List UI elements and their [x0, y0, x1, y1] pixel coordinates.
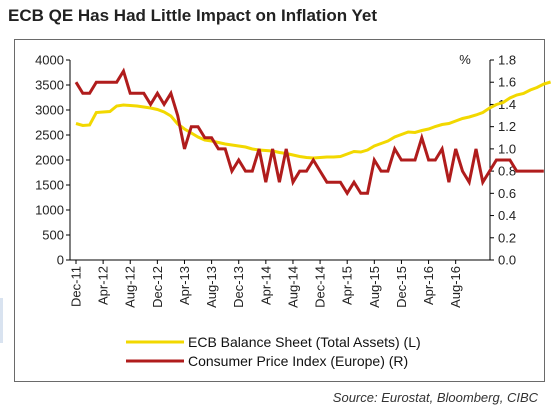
- left-tick-label: 0: [57, 253, 64, 268]
- x-tick-label: Aug-12: [123, 266, 138, 308]
- left-tick-label: 4000: [35, 53, 64, 68]
- x-tick-label: Dec-15: [394, 266, 409, 308]
- x-tick-label: Apr-12: [96, 266, 111, 305]
- left-tick-label: 3500: [35, 78, 64, 93]
- right-axis-unit: %: [459, 52, 471, 67]
- left-tick-label: 3000: [35, 103, 64, 118]
- legend-label-consumer-price-index: Consumer Price Index (Europe) (R): [188, 353, 408, 369]
- x-tick-label: Dec-12: [150, 266, 165, 308]
- x-tick-label: Apr-15: [340, 266, 355, 305]
- right-tick-label: 1.8: [498, 53, 516, 68]
- right-tick-label: 0.2: [498, 230, 516, 245]
- right-tick-label: 0.6: [498, 186, 516, 201]
- legend-label-ecb-balance-sheet: ECB Balance Sheet (Total Assets) (L): [188, 334, 421, 350]
- right-tick-label: 1.2: [498, 119, 516, 134]
- left-tick-label: 1500: [35, 178, 64, 193]
- left-tick-label: 2000: [35, 153, 64, 168]
- series-line-consumer-price-index: [74, 67, 544, 197]
- right-tick-label: 1.4: [498, 97, 516, 112]
- right-tick-label: 0.0: [498, 253, 516, 268]
- left-tick-label: 1000: [35, 203, 64, 218]
- chart-title: ECB QE Has Had Little Impact on Inflatio…: [8, 6, 378, 25]
- x-tick-label: Aug-15: [367, 266, 382, 308]
- right-tick-label: 1.6: [498, 75, 516, 90]
- x-tick-label: Dec-14: [313, 266, 328, 308]
- x-tick-label: Apr-14: [258, 266, 273, 305]
- right-tick-label: 0.4: [498, 208, 516, 223]
- x-tick-label: Apr-13: [177, 266, 192, 305]
- x-tick-label: Aug-14: [285, 266, 300, 308]
- x-tick-label: Aug-13: [204, 266, 219, 308]
- left-tick-label: 500: [42, 228, 64, 243]
- chart-frame: [14, 39, 545, 382]
- series-line-ecb-balance-sheet: [75, 80, 552, 160]
- left-edge-accent: [0, 298, 3, 343]
- x-tick-label: Dec-11: [69, 266, 84, 307]
- left-tick-label: 2500: [35, 128, 64, 143]
- right-tick-label: 1.0: [498, 141, 516, 156]
- right-tick-label: 0.8: [498, 164, 516, 179]
- x-tick-label: Aug-16: [448, 266, 463, 308]
- x-tick-label: Dec-13: [231, 266, 246, 308]
- source-note: Source: Eurostat, Bloomberg, CIBC: [332, 390, 538, 405]
- x-tick-label: Apr-16: [421, 266, 436, 305]
